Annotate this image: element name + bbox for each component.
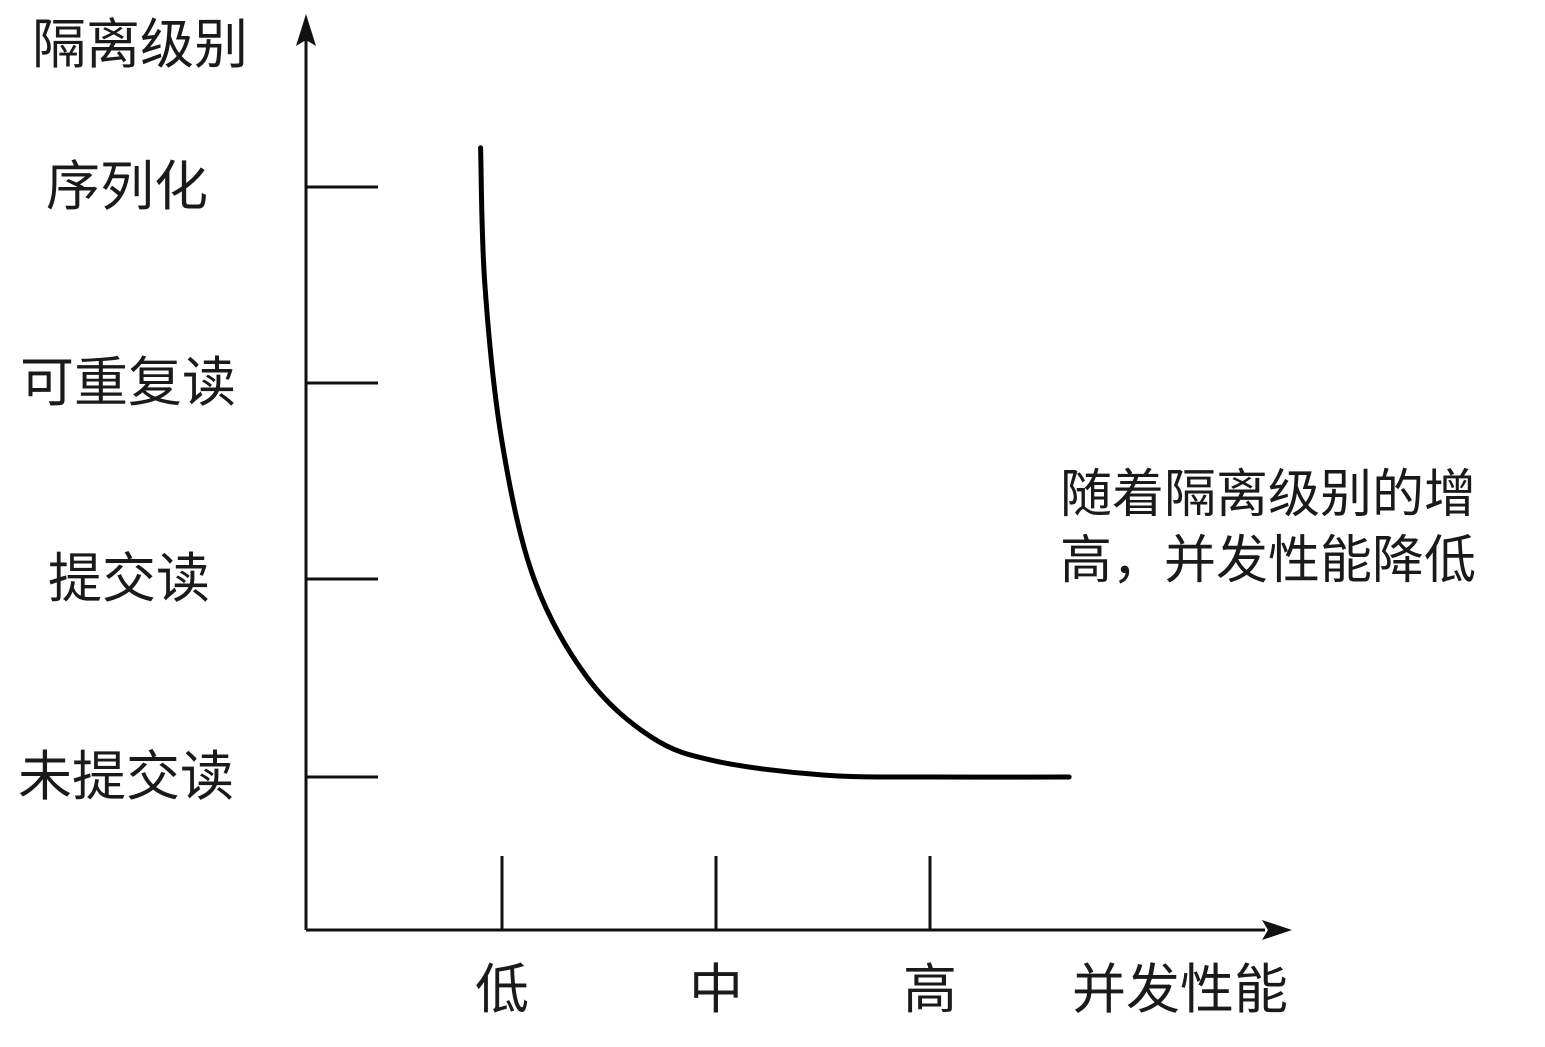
y-axis-arrow (296, 14, 316, 46)
x-ticks: 低中高 (475, 856, 957, 1021)
series-group (478, 145, 1072, 780)
series-line-1 (478, 145, 1072, 780)
y-tick-label-3: 可重复读 (20, 351, 236, 414)
x-axis-title: 并发性能 (1072, 958, 1288, 1021)
y-tick-label-4: 序列化 (46, 155, 208, 218)
annotation-line-2: 高，并发性能降低 (1060, 531, 1476, 591)
annotation-line-1: 随着隔离级别的增 (1060, 465, 1476, 525)
x-tick-label-2: 中 (689, 958, 743, 1021)
x-tick-label-3: 高 (903, 958, 957, 1021)
y-tick-label-2: 提交读 (48, 547, 210, 610)
y-ticks: 未提交读 提交读 可重复读 序列化 (18, 155, 378, 808)
y-axis-title: 隔离级别 (32, 13, 248, 76)
x-axis-arrow (1262, 920, 1292, 940)
y-tick-label-1: 未提交读 (18, 745, 234, 808)
x-tick-label-1: 低 (475, 958, 529, 1021)
